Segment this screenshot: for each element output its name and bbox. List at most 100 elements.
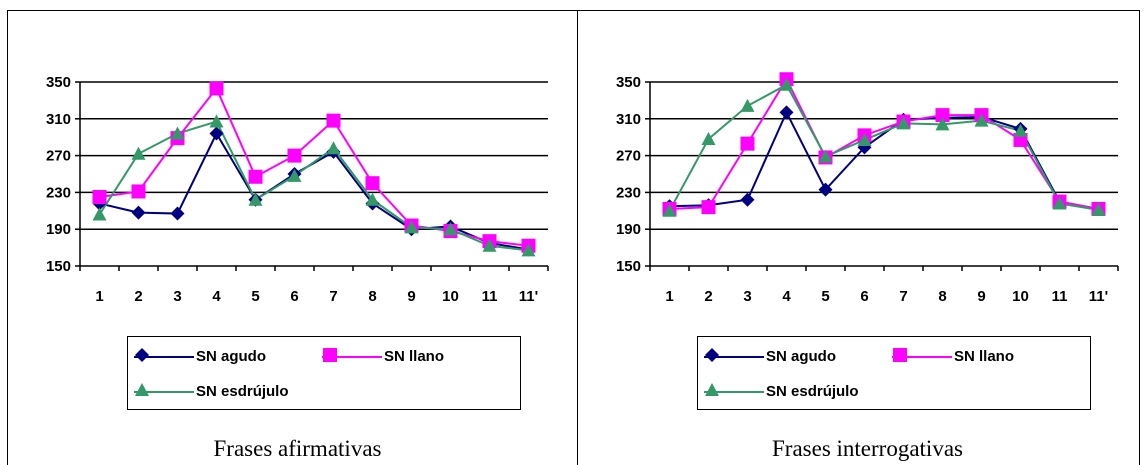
x-tick-label: 11	[1052, 288, 1068, 305]
data-point	[443, 222, 458, 236]
data-point	[404, 220, 419, 234]
y-tick-label: 230	[616, 184, 641, 201]
legend-marker-shape	[135, 383, 149, 396]
data-point	[209, 81, 224, 96]
chart-interrogativas-svg: 150 190 230 270 310 350 1 2 3 4 5 6 7 8 9 10 11 11'	[616, 72, 1119, 305]
y-tick-label: 150	[616, 258, 641, 275]
legend: SN agudo SN llano SN esdrújulo	[697, 336, 1091, 410]
x-tick-label: 10	[1012, 288, 1029, 305]
data-point	[1052, 196, 1067, 210]
data-point	[818, 149, 833, 163]
x-tick-label: 7	[899, 288, 907, 305]
legend-line	[892, 356, 952, 358]
y-tick-label: 310	[616, 111, 641, 128]
legend-marker	[705, 348, 719, 362]
x-tick-label: 1	[665, 288, 673, 305]
legend-label: SN esdrújulo	[766, 383, 859, 400]
legend-marker	[893, 348, 907, 362]
data-point	[779, 77, 794, 91]
data-point	[92, 207, 107, 221]
x-tick-label: 2	[134, 288, 142, 305]
data-point	[701, 200, 716, 215]
legend-marker	[705, 383, 719, 396]
data-point	[1013, 123, 1028, 137]
data-point	[92, 190, 107, 204]
series-line	[99, 131, 529, 251]
x-tick-label: 9	[407, 288, 415, 305]
y-tick-label: 190	[46, 221, 71, 238]
y-tick-label: 270	[46, 148, 71, 165]
legend-line	[134, 391, 194, 393]
x-tick-label: 3	[743, 288, 751, 305]
chart-caption: Frases afirmativas	[213, 436, 382, 461]
y-tick-label: 350	[616, 74, 641, 91]
data-point	[209, 114, 224, 128]
data-point	[170, 206, 185, 221]
y-tick-label: 310	[46, 111, 71, 128]
data-point	[209, 126, 224, 141]
legend-marker-shape	[323, 348, 337, 362]
chart-panel-afirmativas: 150 190 230 270 310 350 1 2 3 4 5 6 7 8 9 10 11 11' SN ag…	[10, 0, 585, 465]
x-tick-label: 3	[173, 288, 181, 305]
legend-label: SN agudo	[196, 348, 266, 365]
data-point	[818, 182, 833, 197]
data-point	[740, 98, 755, 112]
data-point	[170, 126, 185, 140]
data-point	[896, 116, 911, 130]
legend-marker-shape	[705, 383, 719, 396]
x-tick-label: 7	[329, 288, 337, 305]
data-point	[326, 141, 341, 155]
data-point	[131, 146, 146, 160]
x-tick-label: 4	[212, 288, 221, 305]
data-point	[662, 203, 677, 217]
data-point	[365, 176, 380, 191]
x-tick-label: 11'	[519, 288, 538, 305]
data-point	[287, 148, 302, 163]
series-line	[669, 77, 1099, 210]
data-point	[365, 192, 380, 206]
chart-caption: Frases interrogativas	[772, 436, 963, 461]
y-tick-label: 270	[616, 148, 641, 165]
legend-line	[704, 356, 764, 358]
data-point	[131, 205, 146, 220]
data-point	[974, 113, 989, 127]
legend-line	[134, 356, 194, 358]
data-point	[935, 117, 950, 131]
data-point	[248, 192, 263, 206]
x-tick-label: 8	[938, 288, 946, 305]
data-point	[521, 243, 536, 257]
data-point	[740, 136, 755, 151]
legend-line	[322, 356, 382, 358]
legend-marker-shape	[135, 348, 149, 362]
x-tick-label: 11	[482, 288, 498, 305]
legend-marker-shape	[705, 348, 719, 362]
panel-divider	[577, 10, 578, 465]
series-line	[99, 86, 529, 247]
x-tick-label: 6	[860, 288, 868, 305]
data-point	[1091, 202, 1106, 216]
data-point	[287, 168, 302, 182]
data-point	[326, 113, 341, 128]
legend-label: SN esdrújulo	[196, 383, 289, 400]
legend: SN agudo SN llano SN esdrújulo	[127, 336, 521, 410]
data-point	[935, 108, 950, 123]
y-tick-label: 150	[46, 258, 71, 275]
legend-marker	[323, 348, 337, 362]
data-point	[740, 192, 755, 207]
series-line	[98, 120, 529, 252]
data-point	[779, 105, 794, 120]
legend-label: SN llano	[384, 348, 445, 365]
y-tick-label: 350	[46, 74, 71, 91]
x-tick-label: 5	[251, 288, 259, 305]
x-tick-label: 6	[290, 288, 298, 305]
legend-label: SN llano	[954, 348, 1015, 365]
legend-marker	[135, 348, 149, 362]
chart-afirmativas-svg: 150 190 230 270 310 350 1 2 3 4 5 6 7 8 9 10 11 11'	[46, 74, 549, 305]
data-point	[131, 184, 146, 199]
x-tick-label: 5	[821, 288, 829, 305]
legend-marker-shape	[893, 348, 907, 362]
legend-line	[704, 391, 764, 393]
x-tick-label: 10	[442, 288, 459, 305]
x-tick-label: 2	[704, 288, 712, 305]
x-tick-label: 1	[95, 288, 103, 305]
